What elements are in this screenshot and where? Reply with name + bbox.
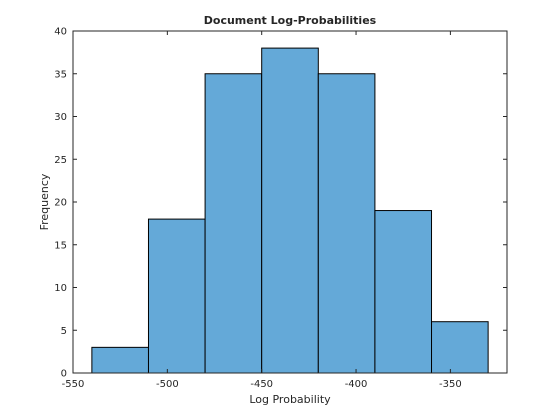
y-tick-label: 10 [54, 283, 67, 294]
chart-title: Document Log-Probabilities [204, 14, 377, 27]
y-axis-label: Frequency [38, 173, 51, 230]
x-tick-label: -500 [156, 379, 179, 390]
x-tick-label: -350 [439, 379, 462, 390]
x-tick-label: -550 [62, 379, 85, 390]
histogram-bar [431, 321, 489, 374]
histogram-bar [204, 73, 263, 374]
y-tick-label: 15 [54, 240, 67, 251]
y-tick-label: 25 [54, 155, 67, 166]
histogram-bar [374, 210, 433, 374]
y-tick-label: 30 [54, 112, 67, 123]
x-tick-label: -400 [345, 379, 368, 390]
histogram-bar [91, 346, 149, 374]
y-tick-label: 40 [54, 27, 67, 38]
y-axis-ticks: 0 5 10 15 20 25 30 35 40 [54, 27, 507, 380]
y-tick-label: 0 [61, 369, 67, 380]
x-axis-ticks: -550 -500 -450 -400 -350 [62, 31, 462, 390]
histogram-bar [261, 47, 319, 374]
histogram-bar [317, 73, 376, 374]
histogram-bar [147, 218, 206, 374]
x-tick-label: -450 [250, 379, 273, 390]
bars-group [91, 47, 489, 374]
y-tick-label: 20 [54, 198, 67, 209]
x-axis-label: Log Probability [249, 393, 331, 406]
plot-area: -550 -500 -450 -400 -350 0 5 10 15 20 25 30 35 40 [54, 27, 508, 390]
y-tick-label: 35 [54, 69, 67, 80]
y-tick-label: 5 [61, 326, 67, 337]
